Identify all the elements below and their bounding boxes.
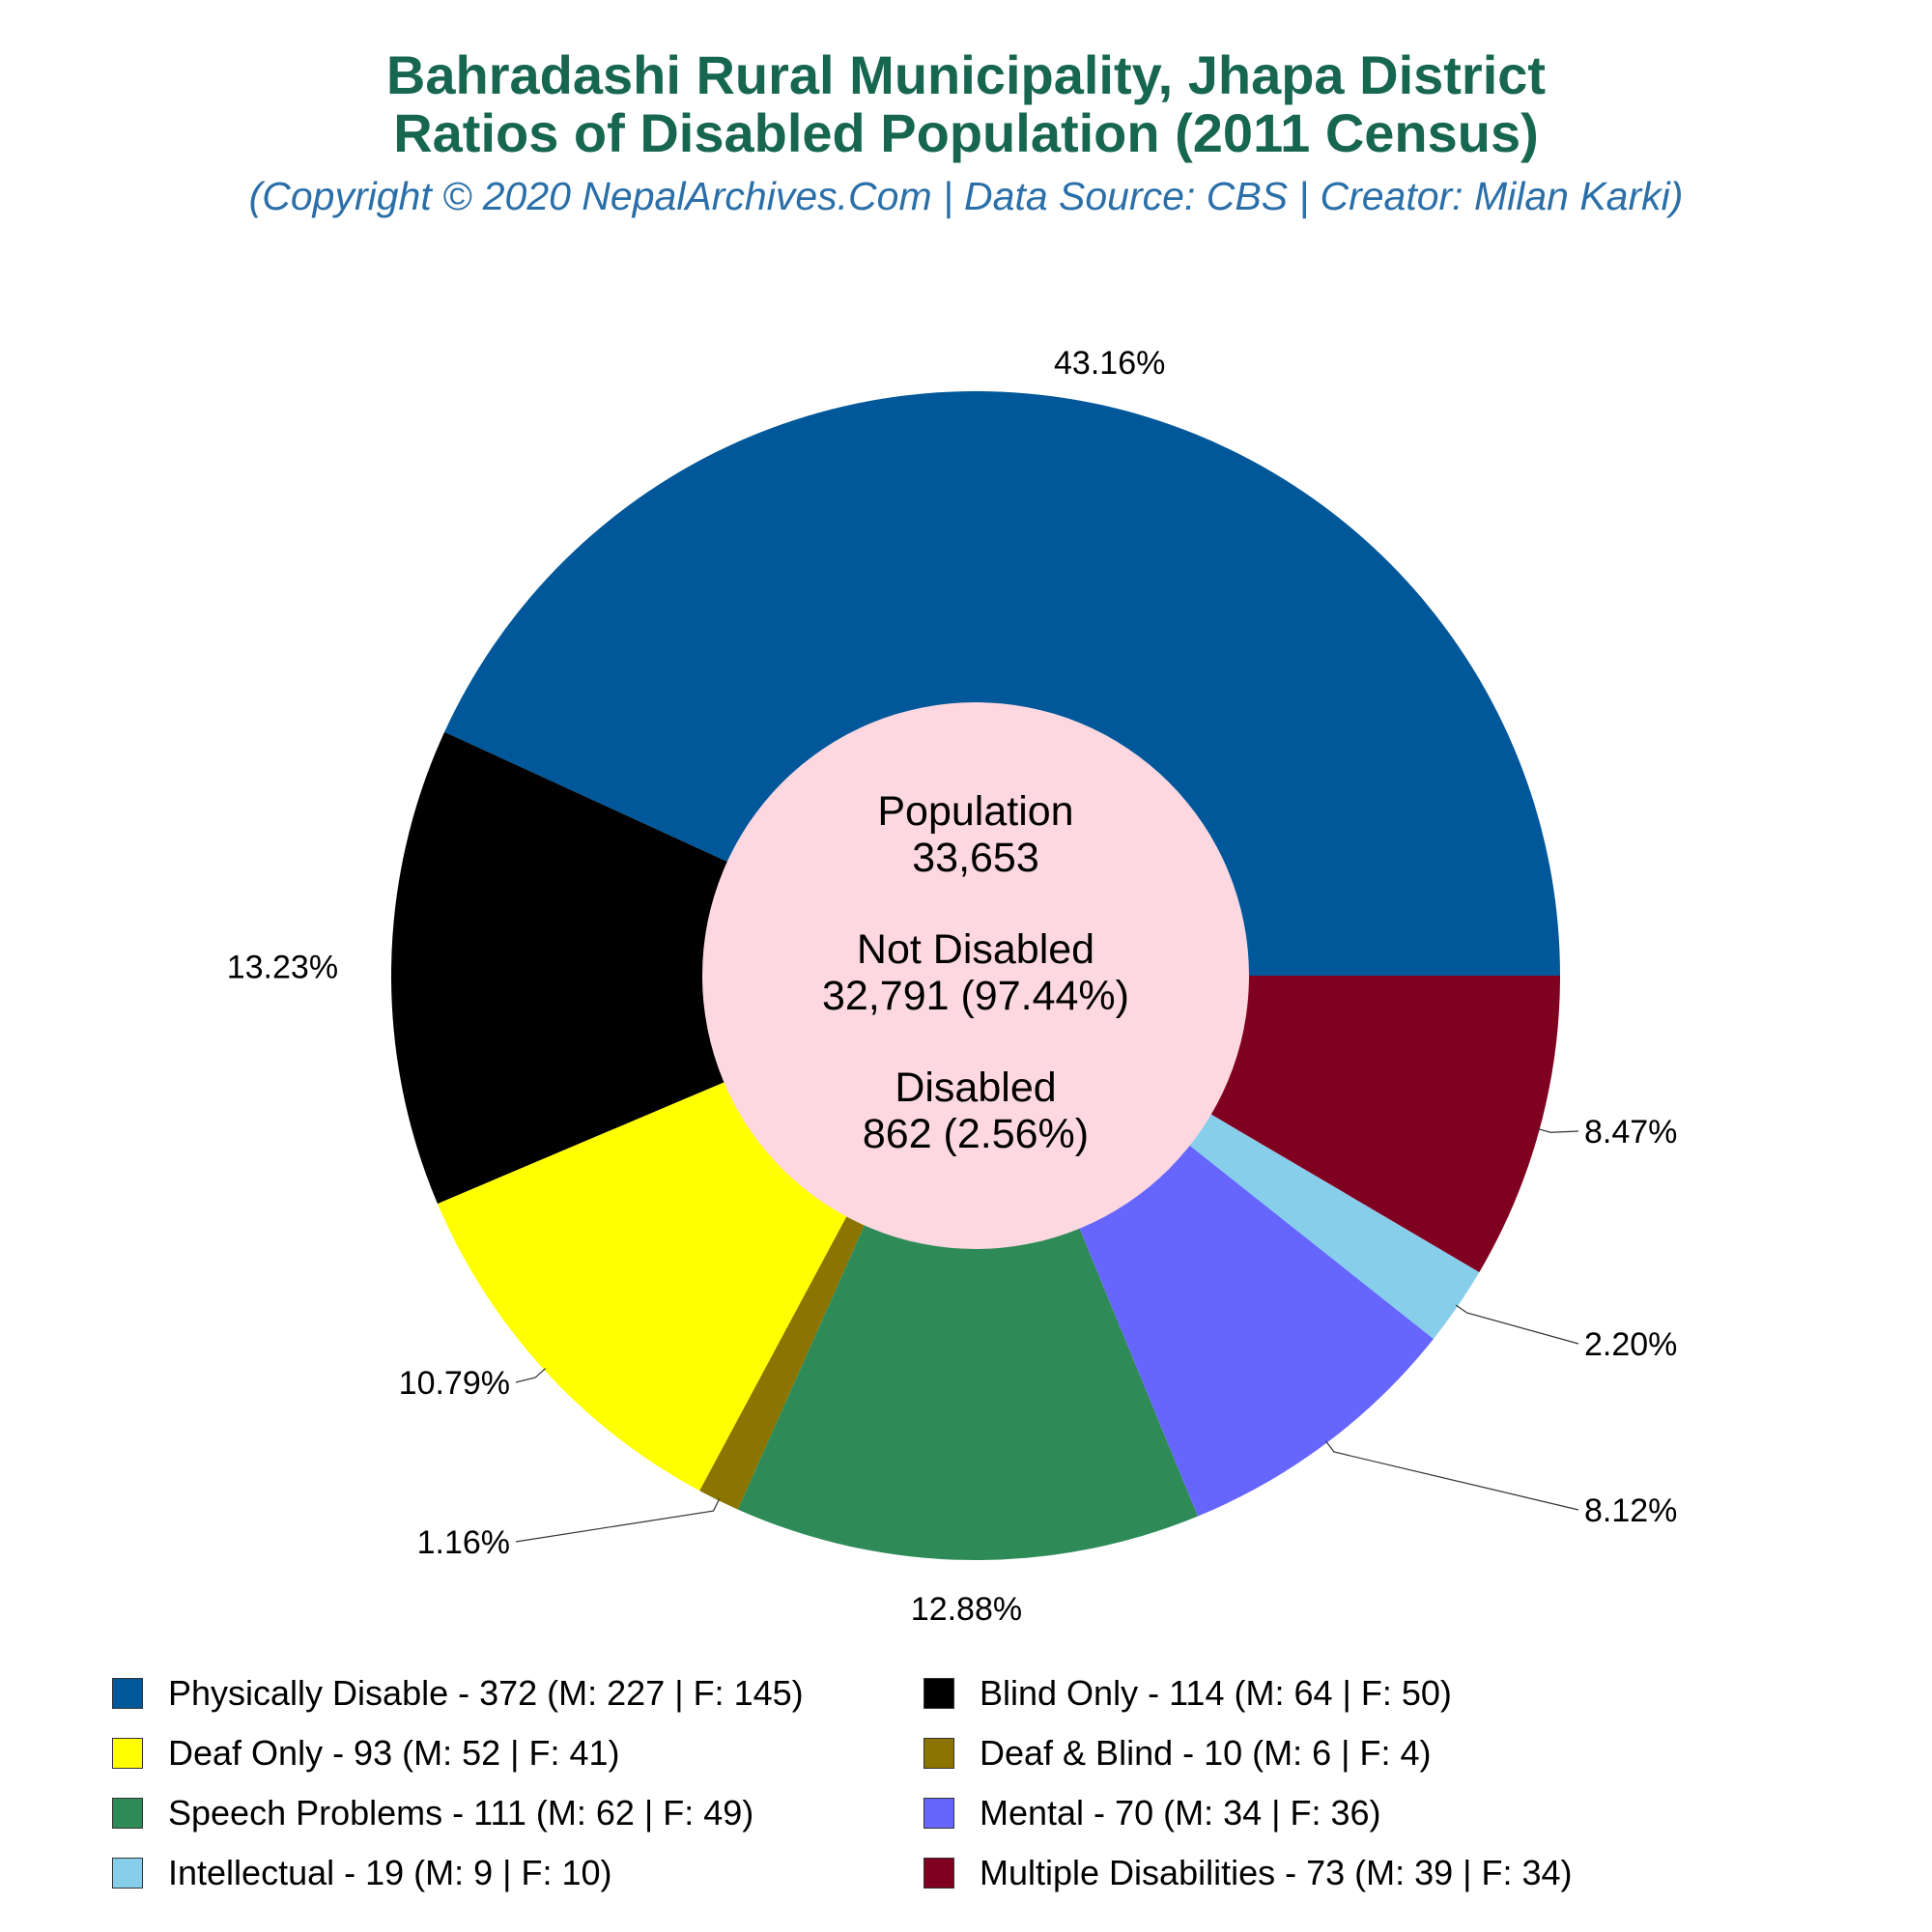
legend-swatch	[112, 1678, 143, 1709]
center-summary: Population 33,653 Not Disabled 32,791 (9…	[702, 702, 1249, 1249]
legend-label: Mental - 70 (M: 34 | F: 36)	[980, 1793, 1381, 1833]
legend-item: Multiple Disabilities - 73 (M: 39 | F: 3…	[923, 1849, 1573, 1897]
pie-slice	[737, 976, 1198, 1560]
legend-label: Blind Only - 114 (M: 64 | F: 50)	[980, 1673, 1452, 1713]
legend-swatch	[923, 1738, 954, 1769]
pie-slice	[444, 391, 1561, 976]
legend-label: Physically Disable - 372 (M: 227 | F: 14…	[168, 1673, 804, 1713]
slice-percent-label: 1.16%	[417, 1524, 510, 1561]
legend-swatch	[923, 1678, 954, 1709]
legend-label: Deaf & Blind - 10 (M: 6 | F: 4)	[980, 1733, 1432, 1773]
legend-swatch	[112, 1738, 143, 1769]
center-not-disabled-value: 32,791 (97.44%)	[822, 973, 1129, 1019]
legend-item: Blind Only - 114 (M: 64 | F: 50)	[923, 1669, 1452, 1718]
legend-item: Deaf & Blind - 10 (M: 6 | F: 4)	[923, 1729, 1432, 1777]
legend-swatch	[923, 1858, 954, 1889]
leader-line	[1325, 1440, 1579, 1511]
pie-slice	[390, 731, 976, 1205]
chart-credit: (Copyright © 2020 NepalArchives.Com | Da…	[248, 174, 1684, 218]
slice-percent-label: 8.12%	[1584, 1492, 1677, 1529]
legend-swatch	[923, 1798, 954, 1829]
center-not-disabled-label: Not Disabled	[857, 926, 1094, 973]
legend-item: Physically Disable - 372 (M: 227 | F: 14…	[112, 1669, 804, 1718]
center-population-value: 33,653	[912, 835, 1039, 881]
slice-percent-label: 12.88%	[911, 1591, 1022, 1628]
legend-swatch	[112, 1798, 143, 1829]
leader-line	[1537, 1127, 1579, 1133]
slice-percent-label: 13.23%	[227, 949, 338, 985]
slice-percent-label: 2.20%	[1584, 1326, 1677, 1363]
legend-label: Deaf Only - 93 (M: 52 | F: 41)	[168, 1733, 620, 1773]
legend-item: Mental - 70 (M: 34 | F: 36)	[923, 1789, 1381, 1837]
legend-label: Speech Problems - 111 (M: 62 | F: 49)	[168, 1793, 754, 1833]
slice-percent-label: 10.79%	[399, 1365, 510, 1402]
chart-title-line-2: Ratios of Disabled Population (2011 Cens…	[393, 102, 1539, 163]
chart-title: Bahradashi Rural Municipality, Jhapa Dis…	[385, 44, 1547, 105]
leader-line	[515, 1498, 721, 1543]
leader-line	[1455, 1304, 1579, 1345]
center-circle	[702, 702, 1249, 1249]
legend-item: Intellectual - 19 (M: 9 | F: 10)	[112, 1849, 612, 1897]
legend-label: Intellectual - 19 (M: 9 | F: 10)	[168, 1853, 612, 1892]
slice-percent-label: 8.47%	[1584, 1114, 1677, 1151]
slices-layer	[390, 391, 1561, 1560]
legend-swatch	[112, 1858, 143, 1889]
chart-legend: Physically Disable - 372 (M: 227 | F: 14…	[112, 1669, 1870, 1911]
slice-labels-layer: 43.16% 13.23% 10.79% 1.16% 12.88% 8.12% 2.20% 8…	[227, 345, 1678, 1628]
legend-label: Multiple Disabilities - 73 (M: 39 | F: 3…	[980, 1853, 1573, 1892]
legend-item: Speech Problems - 111 (M: 62 | F: 49)	[112, 1789, 753, 1837]
center-disabled-label: Disabled	[895, 1065, 1056, 1111]
leader-lines-layer	[515, 1127, 1579, 1543]
leader-line	[515, 1368, 547, 1383]
center-population-label: Population	[877, 788, 1073, 835]
slice-percent-label: 43.16%	[1054, 345, 1165, 382]
center-disabled-value: 862 (2.56%)	[863, 1111, 1089, 1157]
legend-item: Deaf Only - 93 (M: 52 | F: 41)	[112, 1729, 620, 1777]
